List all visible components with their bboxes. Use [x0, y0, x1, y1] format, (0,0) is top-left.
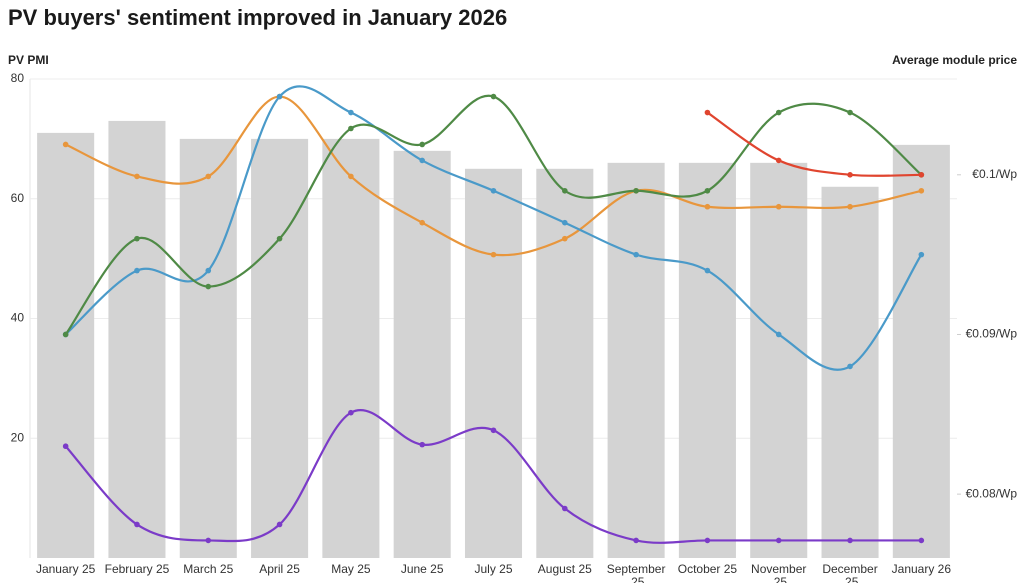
x-tick-label-line: 25 — [628, 575, 645, 583]
point — [704, 537, 711, 544]
point — [490, 427, 497, 434]
point — [134, 521, 140, 528]
point — [847, 363, 853, 370]
x-tick-label-line: 25 — [770, 575, 787, 583]
point — [276, 93, 283, 100]
point — [633, 187, 639, 194]
point — [134, 173, 140, 180]
y2-axis-label: Average module price — [892, 53, 1017, 67]
point — [419, 141, 425, 148]
line — [706, 111, 922, 177]
y-tick-label: 80 — [11, 71, 25, 85]
bar — [37, 132, 95, 558]
point — [918, 172, 925, 178]
point — [562, 187, 568, 194]
point — [62, 141, 69, 148]
point — [918, 537, 925, 544]
y-tick-label: 60 — [11, 191, 25, 205]
point — [847, 203, 853, 210]
x-tick-label: December 25 — [822, 562, 877, 583]
point — [918, 187, 925, 194]
point — [775, 109, 782, 116]
bar — [536, 168, 594, 558]
y-axis-label: PV PMI — [8, 53, 49, 67]
point — [775, 537, 782, 544]
x-tick-label: June 25 — [401, 562, 444, 576]
x-tick-label: July 25 — [474, 562, 512, 576]
point — [205, 267, 212, 274]
x-tick-label-line: 25 — [842, 575, 859, 583]
x-tick-label: March 25 — [183, 562, 233, 576]
bar — [322, 138, 380, 558]
point — [62, 443, 69, 450]
point — [348, 109, 354, 116]
x-tick-label: November 25 — [751, 562, 806, 583]
y2-tick-label: €0.09/Wp — [966, 327, 1018, 341]
y2-tick-label: €0.1/Wp — [972, 167, 1017, 181]
point — [775, 331, 782, 338]
bar — [892, 144, 950, 559]
bar — [179, 138, 237, 558]
x-tick-label: May 25 — [331, 562, 371, 576]
point — [847, 109, 853, 116]
point — [419, 219, 425, 226]
bar — [821, 186, 879, 558]
point — [633, 251, 639, 258]
point — [276, 521, 283, 528]
x-tick-label: January 26 — [892, 562, 952, 576]
x-tick-label-line: September — [607, 562, 666, 576]
point — [847, 172, 853, 178]
point — [633, 537, 639, 544]
y2-tick-label: €0.08/Wp — [966, 486, 1018, 500]
point — [562, 505, 568, 512]
point — [348, 409, 354, 416]
point — [847, 537, 853, 544]
y-tick-label: 40 — [11, 311, 25, 325]
bar — [393, 150, 451, 558]
bar — [108, 120, 166, 558]
x-tick-label: August 25 — [538, 562, 592, 576]
point — [704, 203, 711, 210]
point — [348, 173, 354, 180]
point — [134, 235, 140, 242]
point — [562, 235, 568, 242]
point — [775, 157, 782, 164]
point — [490, 251, 497, 258]
x-tick-label: February 25 — [105, 562, 170, 576]
line — [64, 94, 923, 336]
point — [704, 267, 711, 274]
bar — [678, 162, 736, 558]
x-tick-label: September 25 — [607, 562, 666, 583]
point — [419, 441, 425, 448]
point — [276, 235, 283, 242]
chart-title: PV buyers' sentiment improved in January… — [8, 5, 507, 30]
point — [918, 251, 925, 258]
bar — [750, 162, 808, 558]
bar — [464, 168, 523, 558]
point — [62, 331, 69, 338]
x-tick-label-line: December — [822, 562, 877, 576]
point — [348, 125, 354, 132]
point — [704, 109, 711, 116]
point — [490, 93, 497, 100]
point — [419, 157, 425, 164]
point — [205, 537, 212, 544]
point — [205, 173, 212, 180]
point — [775, 203, 782, 210]
bar — [607, 162, 665, 558]
x-tick-label-line: November — [751, 562, 806, 576]
x-tick-label: April 25 — [259, 562, 300, 576]
x-tick-label: January 25 — [36, 562, 96, 576]
point — [562, 219, 568, 226]
point — [205, 283, 212, 290]
x-tick-label: October 25 — [678, 562, 738, 576]
y-tick-label: 20 — [11, 430, 25, 444]
point — [134, 267, 140, 274]
point — [704, 187, 711, 194]
point — [490, 187, 497, 194]
